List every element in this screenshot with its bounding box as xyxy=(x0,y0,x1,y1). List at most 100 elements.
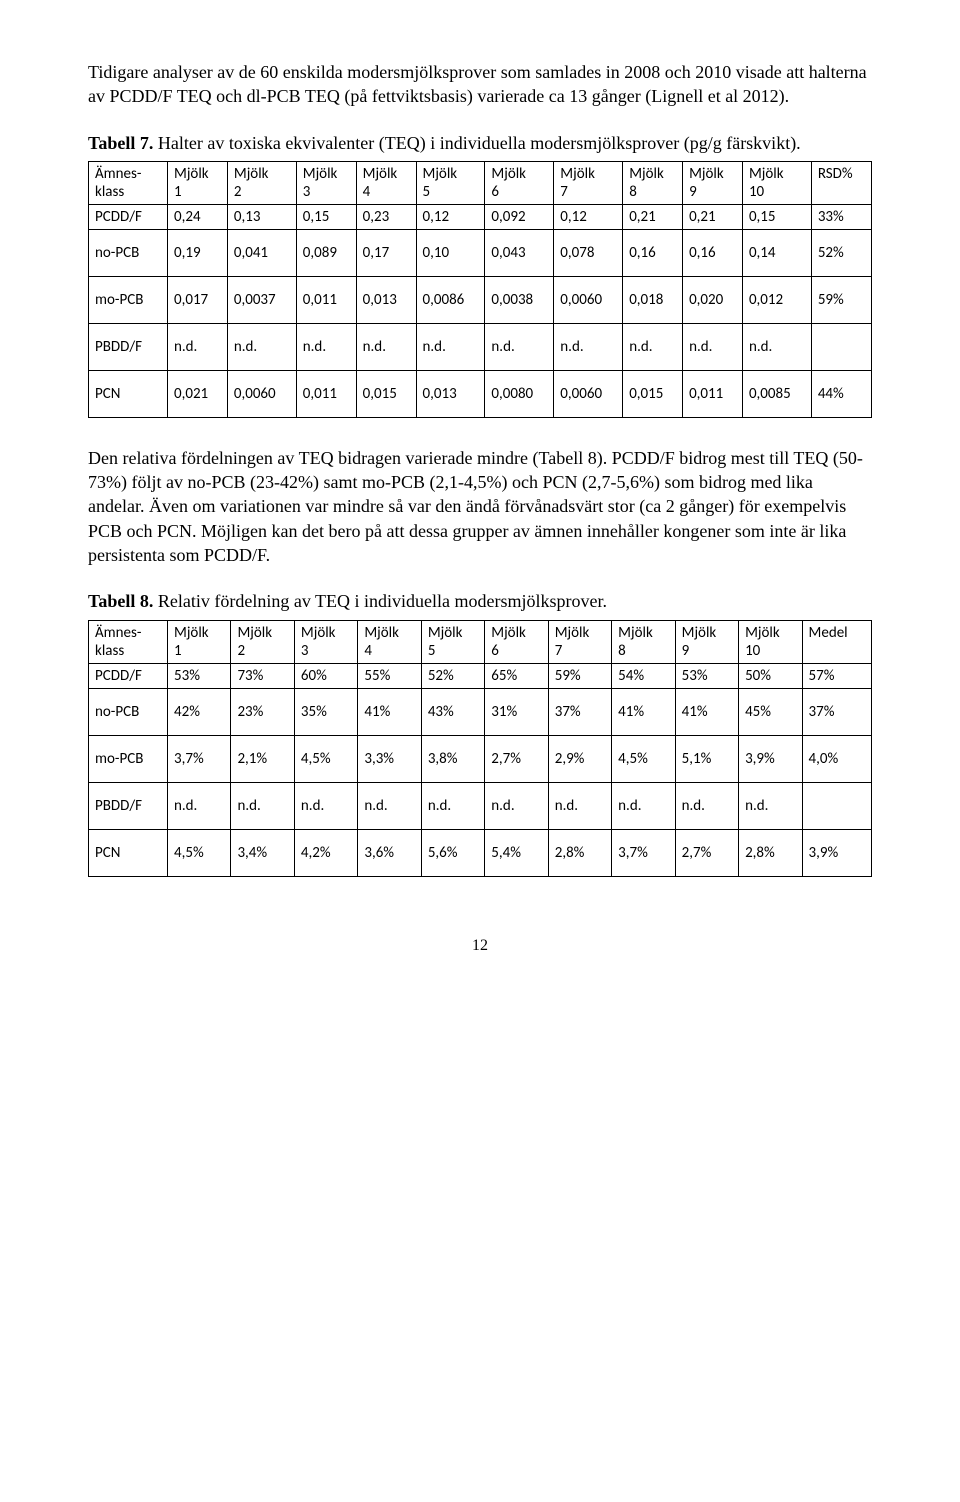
column-header: Mjölk 2 xyxy=(227,161,296,204)
table-cell: 41% xyxy=(612,688,675,735)
column-header: Mjölk 3 xyxy=(294,620,357,663)
table-row: mo-PCB0,0170,00370,0110,0130,00860,00380… xyxy=(89,276,872,323)
table-cell: n.d. xyxy=(683,323,743,370)
table-cell: n.d. xyxy=(548,782,611,829)
table-cell: n.d. xyxy=(294,782,357,829)
table-cell: n.d. xyxy=(227,323,296,370)
table-cell: 59% xyxy=(811,276,871,323)
table-cell: 0,011 xyxy=(296,276,356,323)
table-cell: 0,14 xyxy=(742,229,811,276)
table-cell: 0,0085 xyxy=(742,370,811,417)
table-cell: 0,24 xyxy=(168,204,228,229)
column-header: Mjölk 5 xyxy=(421,620,484,663)
table-cell: 52% xyxy=(421,663,484,688)
row-label: PCDD/F xyxy=(89,204,168,229)
row-label: PCN xyxy=(89,829,168,876)
table-cell: 45% xyxy=(739,688,802,735)
table-cell: 5,6% xyxy=(421,829,484,876)
table-cell: 0,17 xyxy=(356,229,416,276)
table-cell: 0,021 xyxy=(168,370,228,417)
table-cell: n.d. xyxy=(421,782,484,829)
row-label: PCN xyxy=(89,370,168,417)
column-header: Mjölk 5 xyxy=(416,161,485,204)
table-cell: n.d. xyxy=(485,323,554,370)
table-cell: 0,0060 xyxy=(554,276,623,323)
column-header: Mjölk 3 xyxy=(296,161,356,204)
table-row: PCDD/F0,240,130,150,230,120,0920,120,210… xyxy=(89,204,872,229)
table-cell: 0,10 xyxy=(416,229,485,276)
table-cell: 52% xyxy=(811,229,871,276)
table7-caption-rest: Halter av toxiska ekvivalenter (TEQ) i i… xyxy=(153,133,800,153)
table-cell: 42% xyxy=(168,688,231,735)
table-cell: 41% xyxy=(358,688,421,735)
table-cell: 3,9% xyxy=(802,829,871,876)
row-label: PBDD/F xyxy=(89,323,168,370)
table-cell: 0,015 xyxy=(356,370,416,417)
row-label: PBDD/F xyxy=(89,782,168,829)
table-cell: n.d. xyxy=(623,323,683,370)
column-header: Mjölk 6 xyxy=(485,620,548,663)
table-cell: 37% xyxy=(548,688,611,735)
table-cell: 4,5% xyxy=(294,735,357,782)
table-cell: 0,23 xyxy=(356,204,416,229)
column-header: Mjölk 4 xyxy=(358,620,421,663)
table8: Ämnes- klassMjölk 1Mjölk 2Mjölk 3Mjölk 4… xyxy=(88,620,872,877)
table-cell: n.d. xyxy=(675,782,738,829)
table-cell: 4,5% xyxy=(168,829,231,876)
column-header: Medel xyxy=(802,620,871,663)
table-cell: 0,19 xyxy=(168,229,228,276)
table-row: no-PCB42%23%35%41%43%31%37%41%41%45%37% xyxy=(89,688,872,735)
table8-caption-bold: Tabell 8. xyxy=(88,591,153,611)
table-cell: 60% xyxy=(294,663,357,688)
table-cell: n.d. xyxy=(168,323,228,370)
table-cell: 4,5% xyxy=(612,735,675,782)
table-cell: 0,017 xyxy=(168,276,228,323)
table-cell: n.d. xyxy=(742,323,811,370)
column-header: Mjölk 4 xyxy=(356,161,416,204)
table-cell: 54% xyxy=(612,663,675,688)
column-header: Mjölk 9 xyxy=(675,620,738,663)
column-header: Mjölk 2 xyxy=(231,620,294,663)
table-cell: 44% xyxy=(811,370,871,417)
table-cell: 2,7% xyxy=(485,735,548,782)
table-cell: 0,12 xyxy=(416,204,485,229)
table-cell: 4,0% xyxy=(802,735,871,782)
row-label: PCDD/F xyxy=(89,663,168,688)
table-cell: n.d. xyxy=(612,782,675,829)
table-cell: 0,011 xyxy=(683,370,743,417)
table-cell: 57% xyxy=(802,663,871,688)
table-cell: 0,21 xyxy=(683,204,743,229)
table-cell: n.d. xyxy=(416,323,485,370)
table-cell: 0,0086 xyxy=(416,276,485,323)
column-header: Ämnes- klass xyxy=(89,620,168,663)
table-cell xyxy=(802,782,871,829)
table-cell: 73% xyxy=(231,663,294,688)
table-cell: 0,011 xyxy=(296,370,356,417)
table-cell: n.d. xyxy=(485,782,548,829)
table-cell: 0,012 xyxy=(742,276,811,323)
table-cell: 0,078 xyxy=(554,229,623,276)
table-cell: 3,6% xyxy=(358,829,421,876)
table-row: PBDD/Fn.d.n.d.n.d.n.d.n.d.n.d.n.d.n.d.n.… xyxy=(89,782,872,829)
table7: Ämnes- klassMjölk 1Mjölk 2Mjölk 3Mjölk 4… xyxy=(88,161,872,418)
table-cell: 37% xyxy=(802,688,871,735)
table-cell: 0,018 xyxy=(623,276,683,323)
table-cell: 55% xyxy=(358,663,421,688)
table-cell: 3,7% xyxy=(168,735,231,782)
column-header: Mjölk 1 xyxy=(168,161,228,204)
table-cell: 53% xyxy=(675,663,738,688)
column-header: Mjölk 6 xyxy=(485,161,554,204)
table-cell: 2,8% xyxy=(548,829,611,876)
table-cell: 2,8% xyxy=(739,829,802,876)
table-cell: n.d. xyxy=(554,323,623,370)
table-row: mo-PCB3,7%2,1%4,5%3,3%3,8%2,7%2,9%4,5%5,… xyxy=(89,735,872,782)
table8-caption-rest: Relativ fördelning av TEQ i individuella… xyxy=(153,591,607,611)
table-cell: 50% xyxy=(739,663,802,688)
table-cell: 53% xyxy=(168,663,231,688)
table-cell: 3,8% xyxy=(421,735,484,782)
table-cell: n.d. xyxy=(739,782,802,829)
table-cell: 0,089 xyxy=(296,229,356,276)
table-cell: 0,13 xyxy=(227,204,296,229)
row-label: mo-PCB xyxy=(89,276,168,323)
column-header: Mjölk 10 xyxy=(742,161,811,204)
